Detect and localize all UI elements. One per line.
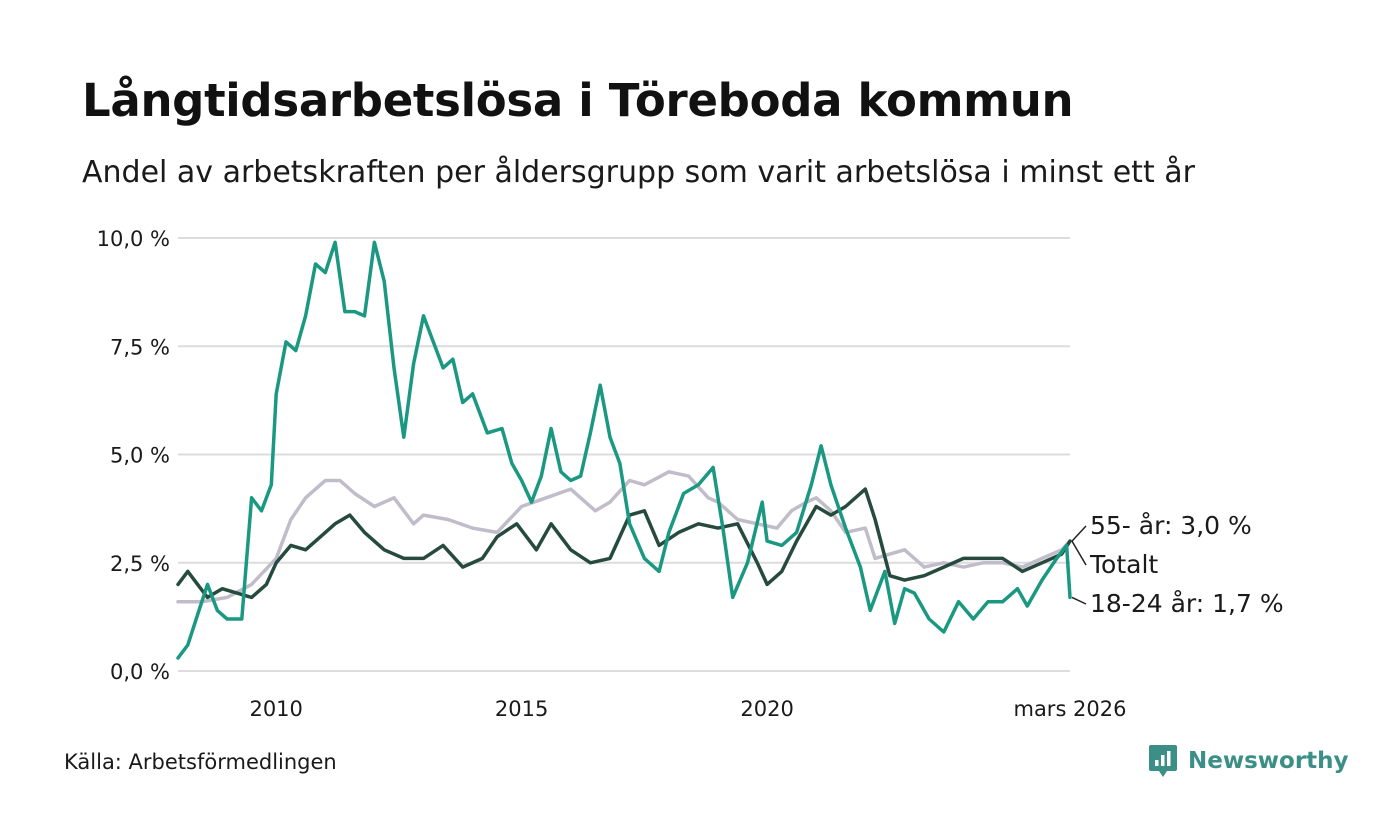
leader-line — [1071, 525, 1087, 542]
series-line-total — [176, 487, 1072, 600]
series-line-old — [176, 470, 1072, 604]
x-tick-label: mars 2026 — [1013, 697, 1126, 721]
page-subtitle: Andel av arbetskraften per åldersgrupp s… — [82, 155, 1195, 190]
line-chart: 0,0 % 2,5 % 5,0 % 7,5 % 10,0 % 2010 2015 2020 m… — [97, 227, 1284, 721]
y-axis-ticks: 0,0 % 2,5 % 5,0 % 7,5 % 10,0 % — [97, 227, 170, 684]
newsworthy-logo-icon — [1149, 745, 1177, 777]
y-tick-label: 7,5 % — [110, 335, 170, 359]
series-line-young — [176, 240, 1072, 660]
y-tick-label: 10,0 % — [97, 227, 170, 251]
y-tick-label: 2,5 % — [110, 552, 170, 576]
x-tick-label: 2020 — [740, 697, 793, 721]
brand-name: Newsworthy — [1188, 748, 1349, 774]
page-title: Långtidsarbetslösa i Töreboda kommun — [82, 74, 1074, 127]
x-axis-ticks: 2010 2015 2020 mars 2026 — [249, 697, 1126, 721]
end-labels: 55- år: 3,0 % Totalt 18-24 år: 1,7 % — [1071, 511, 1284, 618]
x-tick-label: 2015 — [495, 697, 548, 721]
brand-logo[interactable]: Newsworthy — [1148, 743, 1349, 779]
end-label-young: 18-24 år: 1,7 % — [1090, 589, 1284, 618]
y-tick-label: 5,0 % — [110, 444, 170, 468]
series-lines — [176, 240, 1072, 660]
x-tick-label: 2010 — [249, 697, 302, 721]
end-label-old: 55- år: 3,0 % — [1090, 511, 1252, 540]
source-note: Källa: Arbetsförmedlingen — [64, 750, 337, 774]
y-tick-label: 0,0 % — [110, 660, 170, 684]
leader-line — [1071, 540, 1087, 566]
leader-line — [1071, 596, 1087, 605]
end-label-total: Totalt — [1089, 550, 1158, 579]
grid-lines — [178, 237, 1070, 672]
